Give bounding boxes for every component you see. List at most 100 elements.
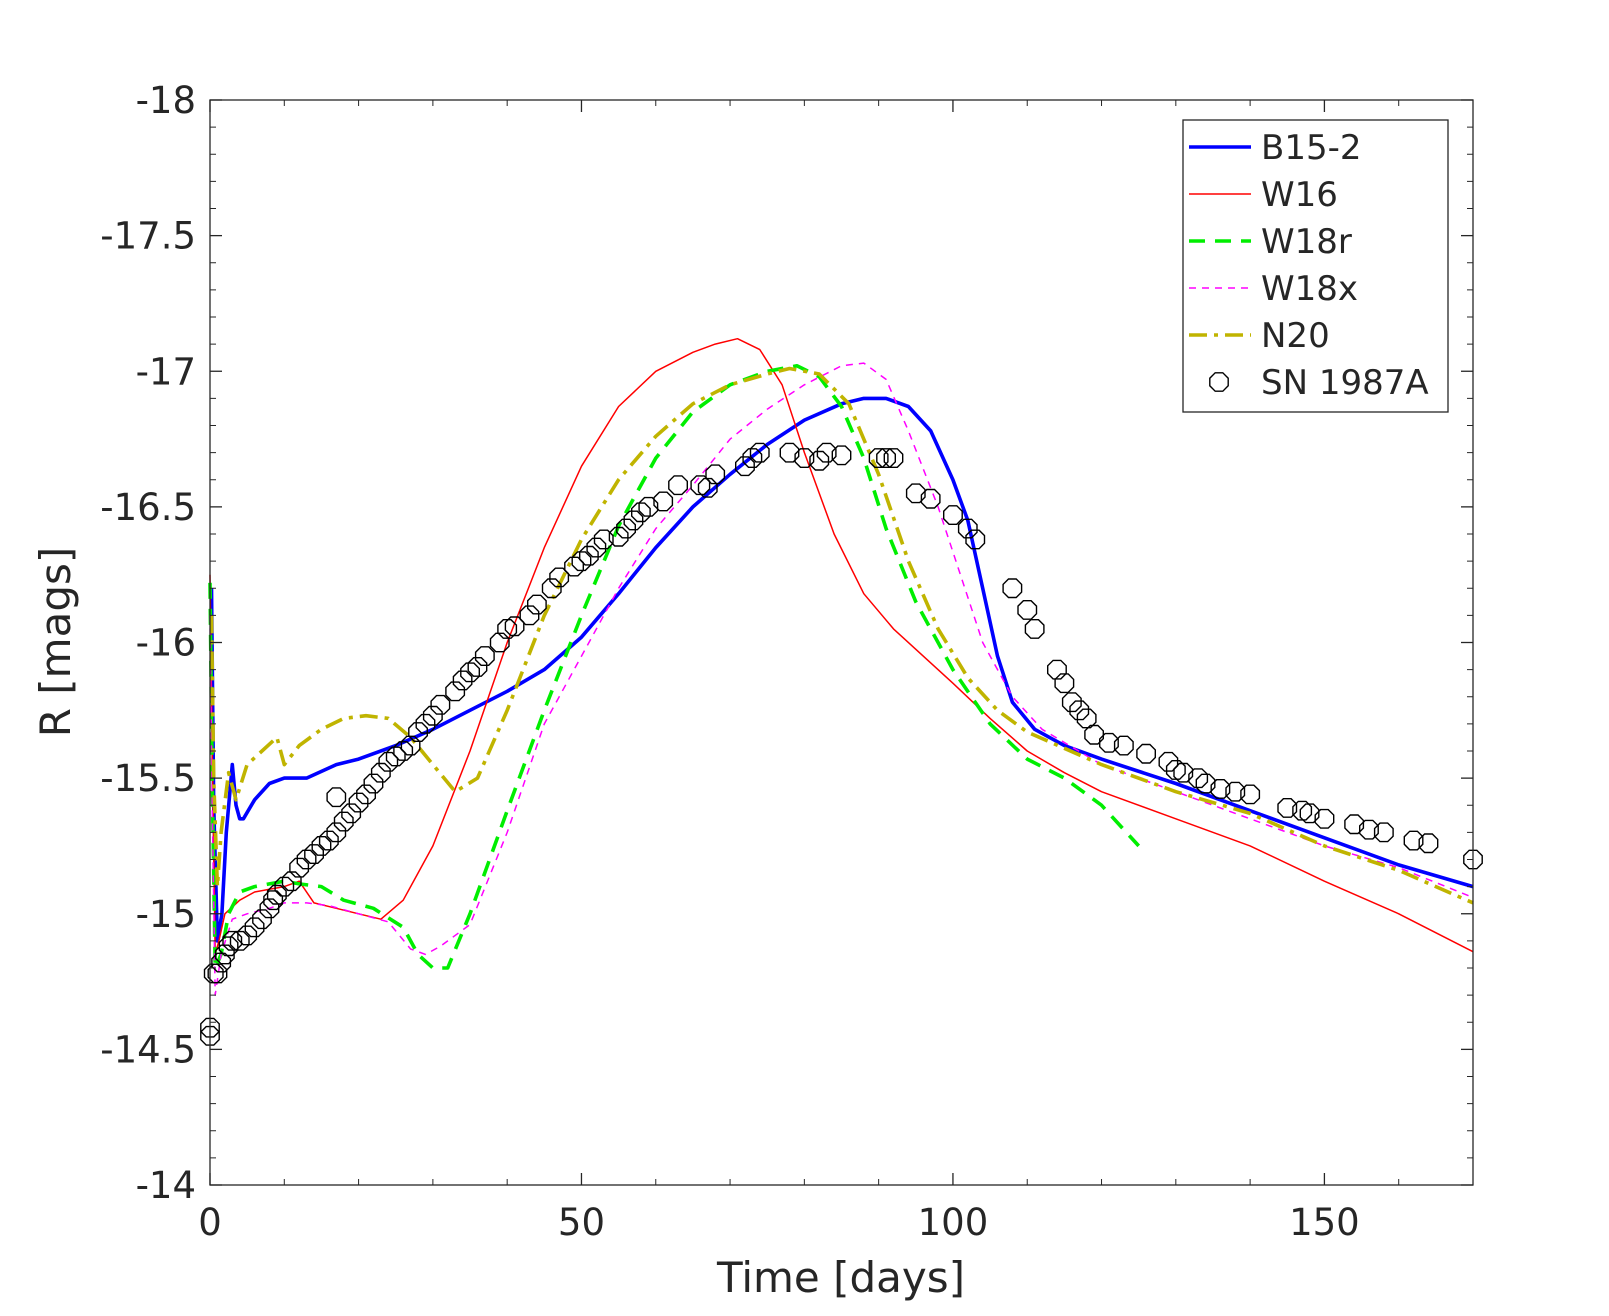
x-tick-label: 150 xyxy=(1289,1201,1360,1244)
y-tick-label: -16.5 xyxy=(100,486,196,529)
data-point xyxy=(1463,849,1483,870)
data-point xyxy=(348,792,369,813)
y-tick-label: -15.5 xyxy=(100,757,196,800)
data-point xyxy=(1061,692,1082,713)
data-point xyxy=(735,456,755,477)
data-point xyxy=(460,662,480,683)
data-point xyxy=(519,605,540,626)
data-point xyxy=(1002,578,1023,599)
legend-item: N20 xyxy=(1189,316,1330,356)
data-point xyxy=(541,578,562,599)
data-point xyxy=(370,762,391,783)
y-tick-label: -14.5 xyxy=(100,1028,196,1071)
data-point xyxy=(363,773,384,794)
data-point xyxy=(474,646,495,666)
data-point xyxy=(237,925,258,946)
data-point xyxy=(1136,743,1157,764)
data-point xyxy=(1054,673,1075,694)
data-point xyxy=(274,876,295,897)
data-point xyxy=(304,844,324,864)
data-point xyxy=(593,529,614,550)
data-point xyxy=(252,909,272,930)
x-tick-label: 0 xyxy=(198,1201,222,1244)
data-point xyxy=(608,526,629,547)
legend-label: W16 xyxy=(1261,175,1338,215)
data-point xyxy=(333,811,354,832)
data-point xyxy=(1314,808,1335,829)
data-point xyxy=(1017,600,1038,620)
data-point xyxy=(218,936,239,957)
data-point xyxy=(638,496,659,517)
legend-marker xyxy=(1209,372,1229,392)
x-tick-label: 50 xyxy=(558,1201,605,1244)
data-point xyxy=(1210,779,1231,799)
data-point xyxy=(452,670,473,691)
data-point xyxy=(296,849,317,870)
series-line-n20 xyxy=(209,366,1474,905)
data-point xyxy=(207,963,228,984)
legend-item: SN 1987A xyxy=(1209,363,1429,403)
data-point xyxy=(289,857,310,878)
data-point xyxy=(400,735,421,756)
series-sn-1987a xyxy=(200,442,1483,1046)
data-point xyxy=(920,488,941,509)
legend-label: N20 xyxy=(1261,316,1330,356)
legend: B15-2 W16 W18r W18x N20 SN 1987A xyxy=(1182,119,1449,413)
legend-label: W18x xyxy=(1261,269,1358,309)
data-point xyxy=(876,448,896,468)
data-point xyxy=(422,705,443,726)
data-point xyxy=(623,510,644,531)
data-point xyxy=(943,505,963,525)
data-point xyxy=(571,551,592,572)
series-line-w18r xyxy=(208,364,1141,970)
data-point xyxy=(653,491,674,512)
legend-label: SN 1987A xyxy=(1261,363,1429,403)
data-point xyxy=(1373,822,1394,843)
data-point xyxy=(214,944,235,965)
data-point xyxy=(794,448,815,468)
data-point xyxy=(668,475,688,496)
data-point xyxy=(749,442,770,463)
data-point xyxy=(1173,762,1194,783)
x-axis-title: Time [days] xyxy=(716,1253,965,1302)
data-point xyxy=(266,884,287,905)
data-point xyxy=(467,657,488,677)
legend-box xyxy=(1182,119,1449,413)
data-point xyxy=(1358,819,1379,840)
y-tick-label: -17 xyxy=(136,350,196,393)
data-point xyxy=(311,836,332,856)
data-point xyxy=(1225,781,1246,802)
data-point xyxy=(1188,768,1209,789)
data-point xyxy=(883,448,904,468)
data-point xyxy=(222,930,243,951)
legend-item: B15-2 xyxy=(1189,128,1362,168)
y-tick-label: -17.5 xyxy=(100,215,196,258)
y-tick-label: -18 xyxy=(136,79,196,122)
data-point xyxy=(263,890,284,911)
data-point xyxy=(229,930,250,951)
series-layer xyxy=(200,337,1483,1046)
data-point xyxy=(579,545,599,566)
data-point xyxy=(831,445,852,466)
data-point xyxy=(497,619,518,639)
data-point xyxy=(527,594,547,615)
data-point xyxy=(965,529,986,550)
data-point xyxy=(445,681,466,702)
legend-item: W16 xyxy=(1189,175,1338,215)
legend-label: B15-2 xyxy=(1261,128,1362,168)
data-point xyxy=(415,713,436,734)
data-point xyxy=(1403,830,1424,851)
data-point xyxy=(244,917,265,938)
series-line-w16 xyxy=(209,337,1474,956)
y-tick-label: -14 xyxy=(136,1164,196,1207)
legend-label: W18r xyxy=(1261,222,1352,262)
series-line-w18x xyxy=(209,362,1474,996)
data-point xyxy=(616,518,636,539)
data-point xyxy=(1240,784,1261,805)
data-point xyxy=(356,784,376,805)
data-point xyxy=(586,537,607,558)
data-point xyxy=(1344,814,1365,835)
data-point xyxy=(281,871,302,892)
data-point xyxy=(1084,724,1105,745)
data-point xyxy=(1113,735,1134,756)
